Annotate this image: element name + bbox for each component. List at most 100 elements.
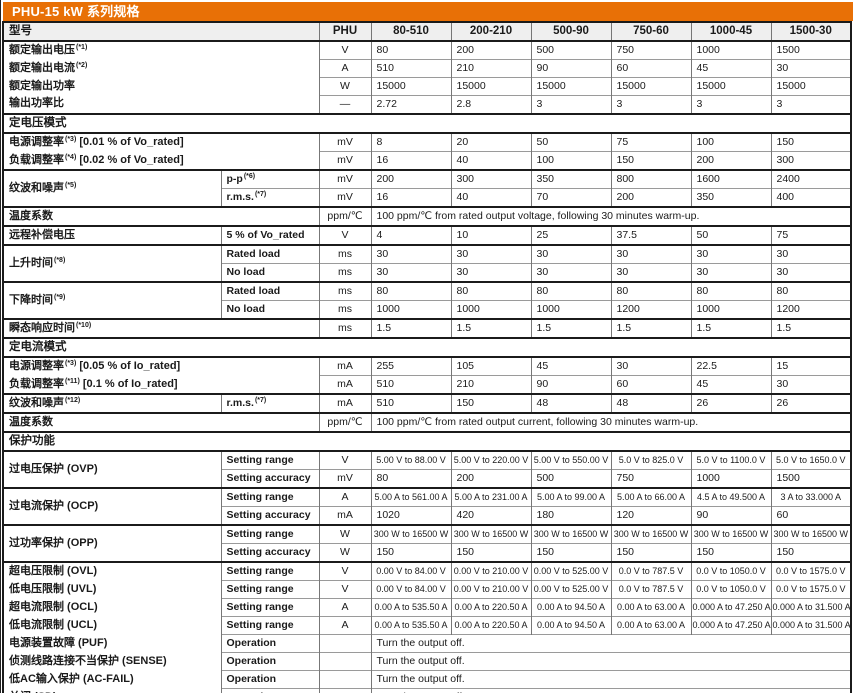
spec-sublabel: Operation — [220, 634, 320, 653]
spec-span-value: 100 ppm/℃ from rated output current, fol… — [370, 412, 852, 432]
spec-value: 200 — [690, 151, 772, 170]
spec-value: 50 — [690, 225, 772, 245]
spec-value: 100 — [690, 132, 772, 152]
spec-sublabel: Rated load — [220, 281, 320, 301]
spec-value: 1.5 — [610, 318, 692, 338]
spec-unit: ms — [318, 318, 372, 338]
spec-value: 4 — [370, 225, 452, 245]
spec-value: 0.0 V to 1575.0 V — [770, 580, 852, 599]
spec-sublabel: Setting range — [220, 616, 320, 635]
spec-row: 额定输出功率 W 15000 15000 15000 15000 15000 15000 — [2, 77, 852, 96]
spec-label: 负载调整率(*11) [0.1 % of Io_rated] — [2, 375, 320, 394]
spec-value: 15000 — [530, 77, 612, 96]
spec-unit: mV — [318, 151, 372, 170]
footnote-marker: (*12) — [65, 397, 81, 405]
spec-value: 25 — [530, 225, 612, 245]
spec-label: 额定输出电流(*2) — [2, 59, 320, 78]
spec-value: 60 — [610, 59, 692, 78]
spec-value: 0.000 A to 31.500 A — [770, 598, 852, 617]
spec-label: 输出功率比 — [2, 95, 320, 114]
spec-sublabel: No load — [220, 263, 320, 282]
spec-value: 300 W to 16500 W — [370, 524, 452, 544]
spec-value: 1.5 — [450, 318, 532, 338]
section-header: 保护功能 — [2, 431, 852, 451]
spec-value: 30 — [370, 263, 452, 282]
spec-row: 额定输出电流(*2) A 510 210 90 60 45 30 — [2, 59, 852, 78]
spec-unit: A — [318, 487, 372, 507]
spec-value: 30 — [690, 244, 772, 264]
spec-unit — [318, 688, 372, 693]
spec-value: 510 — [370, 393, 452, 413]
spec-value: 70 — [530, 188, 612, 207]
spec-unit: mV — [318, 469, 372, 488]
spec-value: 100 — [530, 151, 612, 170]
spec-value: 750 — [610, 40, 692, 60]
spec-value: 0.00 A to 535.50 A — [370, 616, 452, 635]
spec-value: 90 — [530, 375, 612, 394]
spec-value: 150 — [530, 543, 612, 562]
spec-value: 150 — [770, 132, 852, 152]
spec-value: 30 — [450, 244, 532, 264]
spec-row: 过功率保护 (OPP) Setting range W 300 W to 16500 … — [2, 524, 852, 562]
spec-label: 瞬态响应时间(*10) — [2, 318, 320, 338]
spec-unit: V — [318, 580, 372, 599]
spec-value: 0.00 A to 220.50 A — [450, 616, 532, 635]
spec-value: 90 — [530, 59, 612, 78]
spec-value: 1.5 — [530, 318, 612, 338]
spec-value: 75 — [770, 225, 852, 245]
spec-value: 0.00 V to 84.00 V — [370, 561, 452, 581]
spec-value: 1500 — [770, 469, 852, 488]
spec-row: 纹波和噪声(*12) r.m.s.(*7) mA 510 150 48 48 26 26 — [2, 393, 852, 413]
footnote-marker: (*2) — [76, 62, 88, 70]
spec-value: 500 — [530, 40, 612, 60]
spec-span-value: Turn the output off. — [370, 688, 852, 693]
spec-label: 温度系数 — [2, 206, 320, 226]
footnote-marker: (*10) — [76, 322, 92, 330]
spec-label: 电源装置故障 (PUF) — [2, 634, 222, 653]
spec-value: 5.00 V to 550.00 V — [530, 450, 612, 470]
spec-value: 1.5 — [370, 318, 452, 338]
footnote-marker: (*5) — [65, 182, 77, 190]
spec-value: 105 — [450, 356, 532, 376]
spec-row: 纹波和噪声(*5) p-p(*6) mV 200 300 350 800 1600 2400 — [2, 169, 852, 207]
spec-label: 上升时间(*8) — [2, 244, 222, 282]
model-name-header: 1000-45 — [690, 22, 772, 42]
phu-column-header: PHU — [318, 22, 372, 42]
spec-value: 150 — [370, 543, 452, 562]
spec-value: 500 — [530, 469, 612, 488]
section-row: 定电压模式 — [2, 113, 852, 133]
spec-value: 15 — [770, 356, 852, 376]
spec-row: 温度系数 ppm/℃ 100 ppm/℃ from rated output cur… — [2, 412, 852, 432]
spec-sublabel: Setting range — [220, 524, 320, 544]
spec-value: 0.0 V to 787.5 V — [610, 561, 692, 581]
spec-row: r.m.s.(*7) mV 16 40 70 200 350 400 — [3, 188, 852, 207]
spec-value: 48 — [610, 393, 692, 413]
model-name-header: 750-60 — [610, 22, 692, 42]
model-name-header: 200-210 — [450, 22, 532, 42]
spec-value: 15000 — [690, 77, 772, 96]
spec-label: 远程补偿电压 — [2, 225, 222, 245]
spec-value: 3 A to 33.000 A — [770, 487, 852, 507]
spec-unit: mV — [318, 132, 372, 152]
model-column-header: 型号 — [2, 22, 320, 42]
spec-row: 超电压限制 (OVL) Setting range V 0.00 V to 84.00… — [2, 561, 852, 581]
spec-value: 150 — [450, 543, 532, 562]
spec-value: 0.00 A to 94.50 A — [530, 598, 612, 617]
spec-row: Setting accuracy W 150 150 150 150 150 150 — [3, 543, 852, 562]
section-header: 定电压模式 — [2, 113, 852, 133]
spec-label: 下降时间(*9) — [2, 281, 222, 319]
spec-unit: W — [318, 524, 372, 544]
spec-value: 30 — [770, 375, 852, 394]
spec-value: 16 — [370, 151, 452, 170]
spec-sublabel: Setting range — [220, 561, 320, 581]
spec-label: 电源调整率(*3) [0.05 % of Io_rated] — [2, 356, 320, 376]
spec-value: 255 — [370, 356, 452, 376]
spec-span-value: Turn the output off. — [370, 634, 852, 653]
spec-value: 1000 — [690, 469, 772, 488]
spec-value: 2.8 — [450, 95, 532, 114]
header-row: 型号 PHU 80-510 200-210 500-90 750-60 1000-45 150… — [2, 22, 852, 42]
spec-value: 150 — [450, 393, 532, 413]
spec-label: 电源调整率(*3) [0.01 % of Vo_rated] — [2, 132, 320, 152]
spec-row: 远程补偿电压 5 % of Vo_rated V 4 10 25 37.5 50 75 — [2, 225, 852, 245]
spec-unit: mA — [318, 393, 372, 413]
